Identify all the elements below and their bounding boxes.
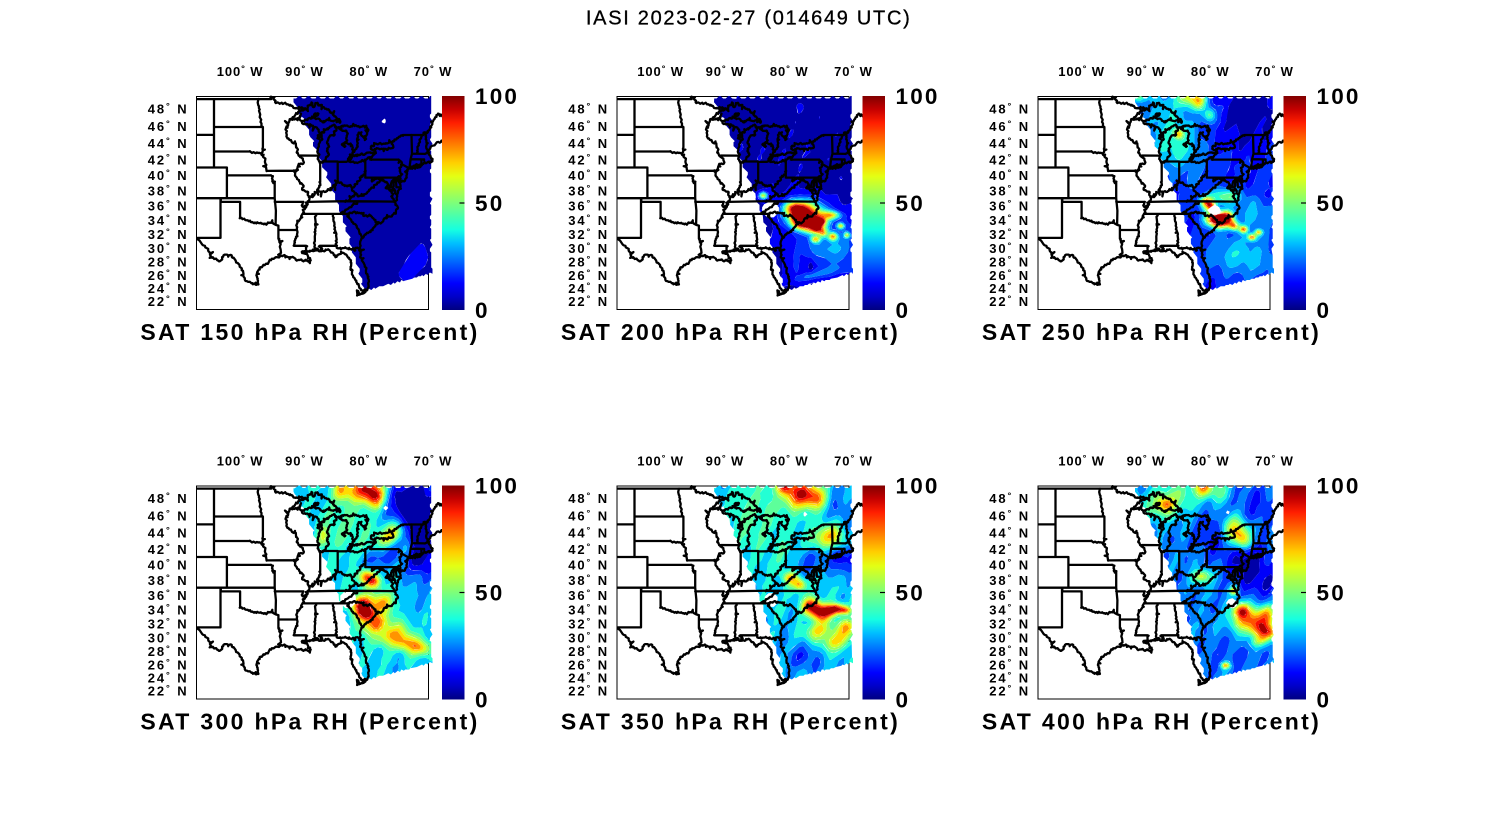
svg-text:SAT 300 hPa RH (Percent): SAT 300 hPa RH (Percent) [140,709,479,735]
svg-text:SAT 350 hPa RH (Percent): SAT 350 hPa RH (Percent) [561,709,900,735]
svg-text:SAT 250 hPa RH (Percent): SAT 250 hPa RH (Percent) [982,319,1321,345]
svg-text:SAT 400 hPa RH (Percent): SAT 400 hPa RH (Percent) [982,709,1321,735]
svg-text:SAT 150 hPa RH (Percent): SAT 150 hPa RH (Percent) [140,319,479,345]
svg-text:IASI 2023-02-27 (014649 UTC): IASI 2023-02-27 (014649 UTC) [586,8,912,30]
svg-text:SAT 200 hPa RH (Percent): SAT 200 hPa RH (Percent) [561,319,900,345]
